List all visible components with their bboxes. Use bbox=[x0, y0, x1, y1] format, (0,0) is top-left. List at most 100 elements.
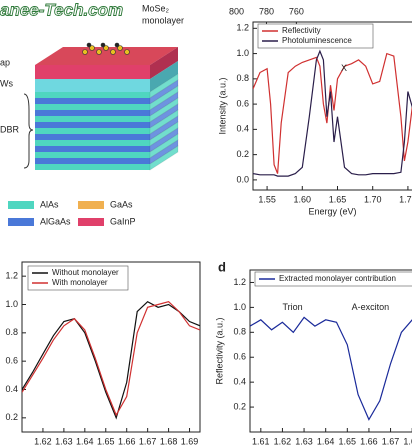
annotation: A-exciton bbox=[352, 302, 390, 312]
brace bbox=[23, 93, 34, 169]
legend-label: GaAs bbox=[110, 199, 133, 209]
x-tick-label: 1.67 bbox=[139, 436, 157, 446]
x-tick-label: 1.70 bbox=[364, 194, 382, 204]
cap-layer bbox=[35, 65, 150, 79]
y-tick-label: 0.6 bbox=[233, 352, 246, 362]
x-tick-label: 1.68 bbox=[160, 436, 178, 446]
dbr-layer bbox=[35, 98, 150, 104]
y-tick-label: 0.4 bbox=[233, 377, 246, 387]
series-line bbox=[22, 300, 200, 420]
dbr-layer bbox=[35, 152, 150, 158]
dbr-side bbox=[149, 145, 179, 171]
plot-frame bbox=[21, 261, 201, 433]
x-tick-label: 1.65 bbox=[339, 436, 357, 446]
x-tick-label: 1.68 bbox=[403, 436, 412, 446]
legend-label: With monolayer bbox=[52, 278, 108, 287]
x2-tick-label: 760 bbox=[289, 6, 304, 16]
legend-label: GaInP bbox=[110, 216, 136, 226]
legend-label: AlAs bbox=[40, 199, 59, 209]
qw-side bbox=[150, 61, 178, 92]
legend-box bbox=[254, 271, 412, 287]
x-tick-label: 1.66 bbox=[360, 436, 378, 446]
x-tick-label: 1.67 bbox=[382, 436, 400, 446]
y-axis-label: Reflectivity (a.u.) bbox=[214, 317, 224, 384]
layer-label: DBR bbox=[0, 124, 20, 134]
dbr-layer bbox=[35, 128, 150, 134]
y-tick-label: 0.2 bbox=[236, 149, 249, 159]
plot-frame bbox=[249, 269, 412, 433]
x-axis-label: Energy (eV) bbox=[308, 206, 356, 216]
x-tick-label: 1.65 bbox=[329, 194, 347, 204]
legend-box bbox=[27, 265, 129, 291]
legend-swatch bbox=[78, 218, 104, 226]
x-tick-label: 1.64 bbox=[317, 436, 335, 446]
molecule bbox=[82, 42, 130, 55]
dbr-layer bbox=[35, 116, 150, 122]
dbr-layer bbox=[35, 164, 150, 170]
dbr-layer bbox=[35, 146, 150, 152]
y-axis-label: Intensity (a.u.) bbox=[217, 77, 227, 134]
y-tick-label: 0.8 bbox=[236, 73, 249, 83]
device-diagram: MoSe₂ monolayer ap Ws DBR bbox=[0, 3, 184, 171]
chart: 0.20.40.60.81.01.21.62 1.63 1.64 1.65 1.66 1.… bbox=[5, 261, 201, 446]
y-tick-label: 0.8 bbox=[5, 327, 18, 337]
y-tick-label: 0.8 bbox=[233, 327, 246, 337]
legend-label: Without monolayer bbox=[52, 268, 119, 277]
x-tick-label: 1.69 bbox=[181, 436, 199, 446]
y-tick-label: 0.6 bbox=[5, 356, 18, 366]
series-line bbox=[253, 52, 412, 174]
legend-box bbox=[257, 23, 374, 49]
dbr-layer bbox=[35, 110, 150, 116]
legend-label: Extracted monolayer contribution bbox=[279, 274, 396, 283]
molecule-label: MoSe₂ bbox=[142, 3, 170, 13]
legend-label: AlGaAs bbox=[40, 216, 71, 226]
chart: 0.0 0.2 0.4 0.6 0.8 1.0 1.2 1.55 1.60 1.65 1.70 1.7… bbox=[217, 6, 412, 216]
chart: 0.20.40.60.81.01.21.61 1.62 1.63 1.64 1.65 1.… bbox=[214, 259, 412, 446]
x-tick-label: 1.55 bbox=[258, 194, 276, 204]
x-tick-label: 1.63 bbox=[55, 436, 73, 446]
x-tick-label: 1.63 bbox=[295, 436, 313, 446]
y-tick-label: 0.4 bbox=[236, 124, 249, 134]
legend-swatch bbox=[8, 218, 34, 226]
x-tick-label: 1.75 bbox=[399, 194, 412, 204]
dbr-layer bbox=[35, 140, 150, 146]
x-tick-label: 1.62 bbox=[34, 436, 52, 446]
legend-swatch bbox=[8, 201, 34, 209]
x-tick-label: 1.66 bbox=[118, 436, 136, 446]
qw-layer bbox=[35, 79, 150, 92]
legend-label: Photoluminescence bbox=[282, 36, 352, 45]
series-line bbox=[22, 301, 200, 417]
y-tick-label: 0.6 bbox=[236, 98, 249, 108]
dbr-layer bbox=[35, 92, 150, 98]
watermark: anee-Tech.com bbox=[0, 0, 123, 19]
y-tick-label: 0.2 bbox=[5, 412, 18, 422]
top-face bbox=[35, 47, 178, 65]
y-tick-label: 1.2 bbox=[5, 271, 18, 281]
y-tick-label: 1.2 bbox=[236, 23, 249, 33]
x-tick-label: 1.62 bbox=[274, 436, 292, 446]
y-tick-label: 1.0 bbox=[236, 48, 249, 58]
y-tick-label: 0.0 bbox=[236, 174, 249, 184]
series-line bbox=[253, 49, 412, 177]
layer-label: Ws bbox=[0, 78, 13, 88]
legend-swatch bbox=[78, 201, 104, 209]
y-tick-label: 1.2 bbox=[233, 277, 246, 287]
panel-label: d bbox=[218, 259, 226, 274]
y-tick-label: 0.2 bbox=[233, 401, 246, 411]
x2-tick-label: 800 bbox=[229, 6, 244, 16]
dbr-layer bbox=[35, 122, 150, 128]
x-tick-label: 1.61 bbox=[252, 436, 270, 446]
molecule-label: monolayer bbox=[142, 15, 184, 25]
cap-side bbox=[150, 47, 178, 79]
dbr-layer bbox=[35, 158, 150, 164]
y-tick-label: 1.0 bbox=[5, 299, 18, 309]
y-tick-label: 0.4 bbox=[5, 384, 18, 394]
x2-tick-label: 780 bbox=[259, 6, 274, 16]
x-tick-label: 1.65 bbox=[97, 436, 115, 446]
y-tick-label: 1.0 bbox=[233, 302, 246, 312]
layer-label: ap bbox=[0, 57, 10, 67]
dbr-layer bbox=[35, 104, 150, 110]
x-tick-label: 1.60 bbox=[294, 194, 312, 204]
series-line bbox=[250, 316, 412, 421]
